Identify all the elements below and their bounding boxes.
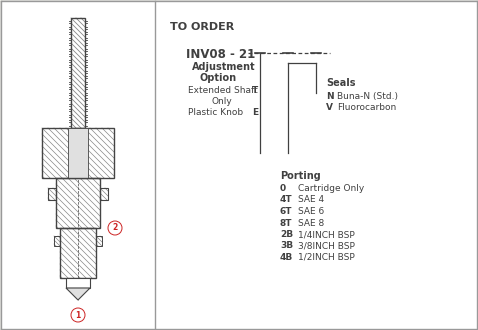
Bar [96, 236, 102, 246]
Bar [60, 228, 96, 278]
Text: SAE 8: SAE 8 [298, 218, 324, 227]
Circle shape [71, 308, 85, 322]
Text: 4T: 4T [280, 195, 293, 205]
Bar [71, 18, 85, 128]
Text: Cartridge Only: Cartridge Only [298, 184, 364, 193]
Bar [54, 236, 60, 246]
Text: 2B: 2B [280, 230, 293, 239]
Bar [100, 188, 108, 200]
Bar [60, 228, 96, 278]
Bar [56, 178, 100, 228]
Text: 6T: 6T [280, 207, 293, 216]
Text: 1/4INCH BSP: 1/4INCH BSP [298, 230, 355, 239]
Text: Fluorocarbon: Fluorocarbon [337, 103, 396, 112]
Text: 1/2INCH BSP: 1/2INCH BSP [298, 253, 355, 262]
Text: E: E [252, 108, 258, 117]
Circle shape [108, 221, 122, 235]
Text: SAE 6: SAE 6 [298, 207, 324, 216]
Text: Only: Only [212, 97, 233, 106]
Bar [54, 236, 60, 246]
Text: Porting: Porting [280, 171, 321, 181]
Bar [42, 128, 114, 178]
Bar [48, 188, 56, 200]
Bar [48, 188, 56, 200]
Bar [68, 128, 88, 178]
Text: SAE 4: SAE 4 [298, 195, 324, 205]
Bar [42, 128, 114, 178]
Text: Plastic Knob: Plastic Knob [188, 108, 243, 117]
Text: 8T: 8T [280, 218, 293, 227]
Text: 1: 1 [76, 311, 81, 319]
Text: T: T [252, 86, 258, 95]
Text: V: V [326, 103, 333, 112]
Text: Seals: Seals [326, 78, 356, 88]
Bar [66, 278, 90, 288]
Bar [96, 236, 102, 246]
Text: Option: Option [200, 73, 237, 83]
Text: 3B: 3B [280, 242, 293, 250]
Text: 0: 0 [280, 184, 286, 193]
Bar [71, 18, 85, 128]
Text: Buna-N (Std.): Buna-N (Std.) [337, 92, 398, 101]
Text: N: N [326, 92, 334, 101]
Bar [56, 178, 100, 228]
Text: 3/8INCH BSP: 3/8INCH BSP [298, 242, 355, 250]
Bar [100, 188, 108, 200]
Text: TO ORDER: TO ORDER [170, 22, 234, 32]
Bar [1, 1, 155, 329]
Polygon shape [66, 288, 90, 300]
Text: 4B: 4B [280, 253, 293, 262]
Bar [155, 1, 477, 329]
Text: INV08 - 21: INV08 - 21 [186, 48, 255, 61]
Text: Adjustment: Adjustment [192, 62, 256, 72]
Text: Extended Shaft: Extended Shaft [188, 86, 258, 95]
Text: 2: 2 [112, 223, 118, 233]
